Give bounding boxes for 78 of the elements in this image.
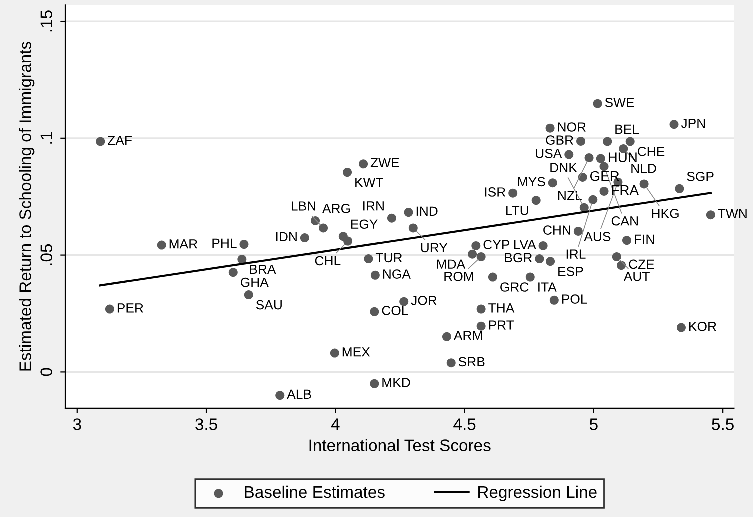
data-label: PRT (489, 320, 514, 330)
data-label: BRA (250, 264, 276, 274)
data-label: KWT (356, 178, 384, 188)
data-label: ZWE (370, 158, 400, 168)
data-label: KOR (690, 322, 716, 332)
data-label: CHN (544, 226, 570, 236)
x-tick-label: 4 (331, 418, 340, 430)
data-label: DNK (550, 163, 578, 172)
data-label: MAR (170, 240, 198, 249)
data-label: GBR (546, 136, 574, 145)
data-label: TWN (718, 209, 747, 219)
data-label: JPN (681, 118, 706, 128)
data-label: IRL (566, 250, 586, 259)
legend-label: Baseline Estimates (245, 486, 385, 498)
data-label: SGP (687, 172, 714, 182)
data-label: LBN (292, 202, 316, 211)
data-label: MYS (518, 177, 546, 187)
x-tick-label: 5 (590, 418, 598, 430)
data-label: HKG (652, 208, 679, 218)
data-label: IND (416, 206, 438, 216)
data-label: BEL (616, 124, 640, 134)
data-label: SAU (256, 300, 282, 310)
y-tick-label: .1 (40, 132, 52, 144)
data-label: LVA (514, 240, 536, 250)
y-tick-label: 0 (40, 368, 52, 376)
data-label: AUS (584, 232, 611, 242)
data-label: ZAF (108, 136, 132, 146)
data-label: ISR (485, 188, 506, 197)
data-label: POL (562, 294, 588, 304)
data-label: IRN (364, 202, 384, 211)
data-label: MEX (342, 348, 370, 357)
data-label: HUN (608, 152, 637, 162)
data-label: IDN (276, 232, 297, 242)
data-label: FIN (635, 234, 654, 244)
x-tick-label: 5.5 (712, 418, 734, 430)
data-label: GRC (500, 282, 529, 292)
data-label: NZL (558, 191, 582, 200)
data-label: URY (421, 243, 448, 253)
data-label: COL (382, 306, 408, 316)
data-label: BGR (505, 253, 532, 263)
data-label: ALB (287, 390, 312, 399)
data-label: PHL (212, 238, 237, 248)
data-label: LTU (506, 206, 528, 216)
data-label: NLD (632, 164, 656, 174)
y-tick-label: .15 (40, 10, 52, 32)
data-label: ESP (558, 266, 584, 276)
data-label: ARG (322, 204, 350, 214)
data-label: JOR (411, 296, 437, 306)
data-label: NGA (383, 270, 411, 279)
data-label: SWE (605, 98, 634, 108)
data-label: GHA (240, 278, 269, 288)
data-label: GER (590, 171, 620, 182)
x-tick-label: 4.5 (454, 418, 476, 430)
data-label: PER (118, 304, 144, 313)
data-label: CYP (484, 240, 510, 250)
y-tick-label: .05 (40, 244, 52, 266)
data-label: MDA (437, 260, 466, 269)
data-label: FRA (612, 186, 639, 196)
data-label: THA (488, 304, 515, 313)
data-label: CZE (629, 260, 654, 270)
data-label: CHE (638, 147, 665, 156)
data-label: MKD (382, 378, 410, 388)
data-label: CAN (612, 216, 638, 226)
data-label: ARM (454, 331, 482, 340)
data-label: ITA (538, 282, 557, 292)
data-label: NOR (558, 122, 586, 132)
data-label: SRB (458, 357, 485, 367)
data-label: EGY (351, 220, 378, 230)
x-tick-label: 3.5 (196, 418, 218, 430)
data-label: TUR (376, 253, 402, 263)
y-axis-title: Estimated Return to Schooling of Immigrants (19, 42, 35, 371)
data-label: AUT (624, 272, 650, 282)
x-tick-label: 3 (73, 418, 82, 430)
legend-label: Regression Line (478, 486, 597, 502)
x-axis-title: International Test Scores (310, 439, 491, 452)
data-label: ROM (444, 272, 474, 282)
data-label: USA (536, 148, 562, 158)
data-label: CHL (315, 256, 341, 266)
